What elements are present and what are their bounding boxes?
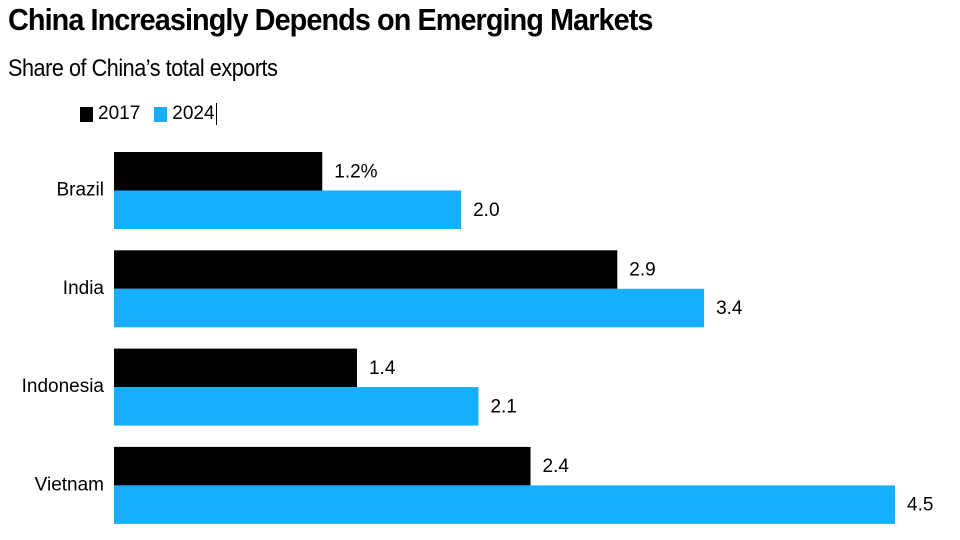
bar-vietnam-2017	[114, 446, 531, 486]
bar-indonesia-2024	[114, 387, 479, 426]
text-cursor	[215, 103, 217, 125]
bar-india-2017	[114, 250, 618, 289]
legend-label-2017: 2017	[98, 103, 141, 124]
value-label-brazil-2017: 1.2%	[334, 161, 377, 182]
category-label-india: India	[63, 278, 105, 299]
value-label-indonesia-2017: 1.4	[369, 358, 396, 379]
legend-label-2024: 2024	[172, 103, 215, 124]
bar-india-2024	[114, 288, 705, 328]
bar-brazil-2017	[114, 152, 323, 191]
value-label-india-2017: 2.9	[629, 260, 655, 281]
bar-indonesia-2017	[114, 348, 357, 388]
chart-subtitle: Share of China’s total exports	[8, 55, 278, 82]
legend-swatch-2024	[154, 106, 168, 122]
value-label-brazil-2024: 2.0	[473, 200, 499, 221]
category-label-vietnam: Vietnam	[35, 474, 104, 495]
category-label-indonesia: Indonesia	[22, 376, 105, 397]
value-label-vietnam-2024: 4.5	[907, 495, 933, 516]
legend-item-2017: 2017	[80, 103, 140, 125]
legend: 2017 2024	[80, 103, 217, 125]
chart-title: China Increasingly Depends on Emerging M…	[8, 2, 653, 37]
bar-brazil-2024	[114, 190, 462, 229]
value-label-vietnam-2017: 2.4	[543, 456, 570, 477]
legend-item-2024: 2024	[154, 103, 215, 125]
value-label-indonesia-2024: 2.1	[490, 396, 516, 417]
value-label-india-2024: 3.4	[716, 298, 743, 319]
category-label-brazil: Brazil	[56, 180, 104, 201]
bar-vietnam-2024	[114, 485, 895, 524]
legend-swatch-2017	[80, 106, 93, 122]
